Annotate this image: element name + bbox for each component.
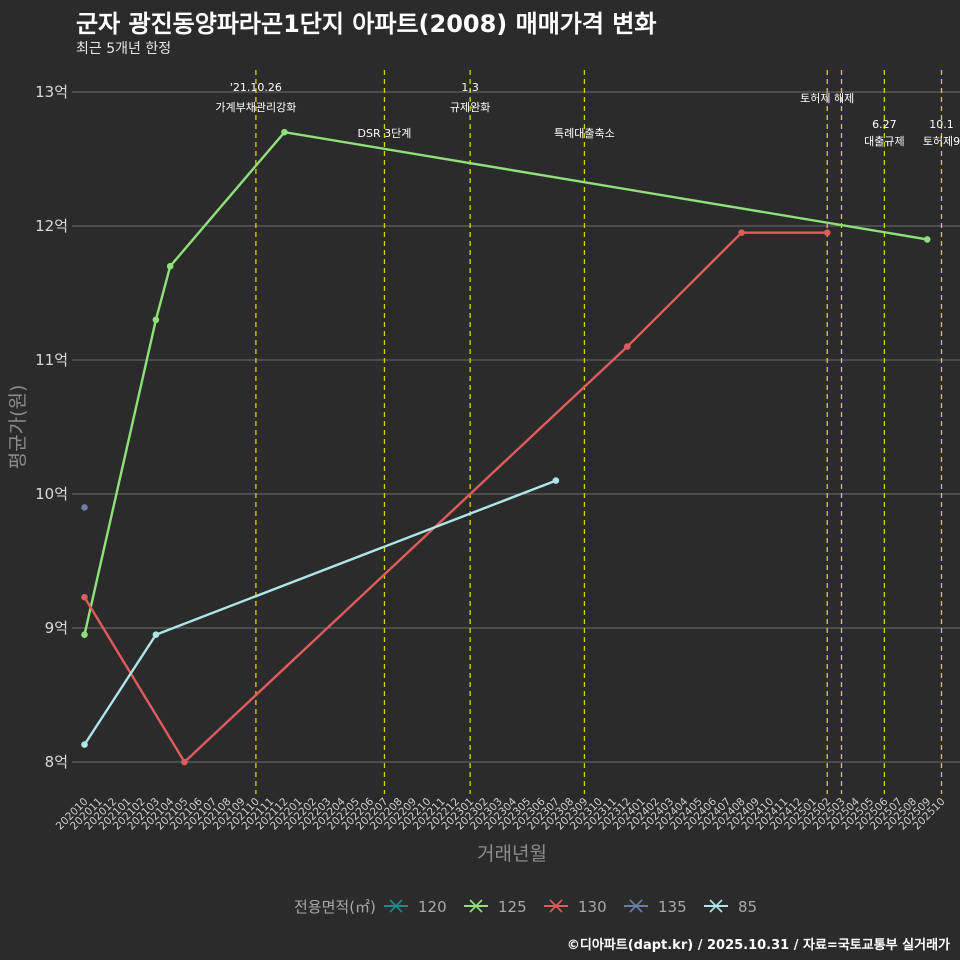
event-label: DSR 3단계 bbox=[358, 127, 412, 140]
event-label-date: '21.10.26 bbox=[230, 81, 282, 94]
data-point-85 bbox=[152, 631, 160, 638]
legend-key-mark bbox=[469, 899, 483, 913]
data-point-130 bbox=[823, 229, 831, 236]
event-label-date: 6.27 bbox=[872, 118, 897, 131]
legend-item-85[interactable]: 85 bbox=[704, 898, 757, 916]
legend-key-mark bbox=[709, 899, 723, 913]
legend-key-mark bbox=[629, 899, 643, 913]
event-label: 토허제 해제 bbox=[800, 91, 854, 105]
legend-label: 130 bbox=[578, 898, 607, 916]
legend-key-mark bbox=[389, 899, 403, 913]
series-line-125 bbox=[83, 131, 928, 635]
event-label: 규제완화 bbox=[450, 101, 490, 114]
y-tick-label: 11억 bbox=[35, 351, 68, 369]
event-label: 가계부채관리강화 bbox=[215, 101, 296, 114]
legend-item-130[interactable]: 130 bbox=[544, 898, 607, 916]
data-point-85 bbox=[81, 741, 88, 748]
y-tick-label: 12억 bbox=[35, 217, 68, 235]
data-point-130 bbox=[623, 343, 631, 350]
data-point-130 bbox=[181, 758, 188, 766]
chart-title: 군자 광진동양파라곤1단지 아파트(2008) 매매가격 변화 bbox=[76, 10, 657, 38]
grid-lines bbox=[72, 91, 960, 763]
data-point-125 bbox=[152, 316, 160, 324]
series-line-130 bbox=[83, 231, 828, 764]
legend-label: 135 bbox=[658, 898, 687, 916]
data-point-125 bbox=[281, 128, 288, 136]
data-point-125 bbox=[81, 631, 88, 638]
series-lines bbox=[83, 131, 928, 764]
x-axis-ticks: 2020102020112020122021012021022021032021… bbox=[54, 795, 948, 832]
legend-key-mark bbox=[549, 899, 563, 913]
data-point-130 bbox=[738, 229, 745, 236]
series-points bbox=[81, 128, 931, 766]
y-tick-label: 10억 bbox=[35, 485, 68, 503]
event-label-date: 10.1 bbox=[929, 118, 954, 131]
y-tick-label: 13억 bbox=[35, 83, 68, 101]
legend-label: 120 bbox=[418, 898, 447, 916]
data-point-125 bbox=[166, 262, 174, 270]
data-point-85 bbox=[552, 477, 560, 484]
event-label: 대출규제 bbox=[864, 135, 904, 148]
data-point-130 bbox=[81, 593, 88, 601]
y-axis-ticks: 8억 9억 10억 11억 12억 13억 bbox=[35, 83, 68, 771]
legend-label: 85 bbox=[738, 898, 757, 916]
data-point-125 bbox=[923, 236, 931, 243]
legend-label: 125 bbox=[498, 898, 527, 916]
legend-item-125[interactable]: 125 bbox=[464, 898, 527, 916]
chart-subtitle: 최근 5개년 한정 bbox=[76, 41, 172, 57]
series-line-85 bbox=[83, 479, 557, 746]
data-point-135 bbox=[81, 504, 88, 511]
event-label-date: 1.3 bbox=[461, 81, 479, 94]
source-caption: ©디아파트(dapt.kr) / 2025.10.31 / 자료=국토교통부 실… bbox=[566, 938, 950, 953]
event-label: 토허제9 bbox=[923, 135, 960, 148]
y-axis-title: 평균가(원) bbox=[7, 385, 29, 470]
x-axis-title: 거래년월 bbox=[477, 843, 547, 865]
legend-item-120[interactable]: 120 bbox=[384, 898, 447, 916]
y-tick-label: 8억 bbox=[45, 753, 68, 771]
y-tick-label: 9억 bbox=[45, 619, 68, 637]
legend-item-135[interactable]: 135 bbox=[624, 898, 687, 916]
event-label: 특례대출축소 bbox=[554, 127, 615, 140]
legend: 전용면적(㎡) 120 125 130 135 85 bbox=[294, 898, 757, 916]
legend-title: 전용면적(㎡) bbox=[294, 898, 376, 916]
